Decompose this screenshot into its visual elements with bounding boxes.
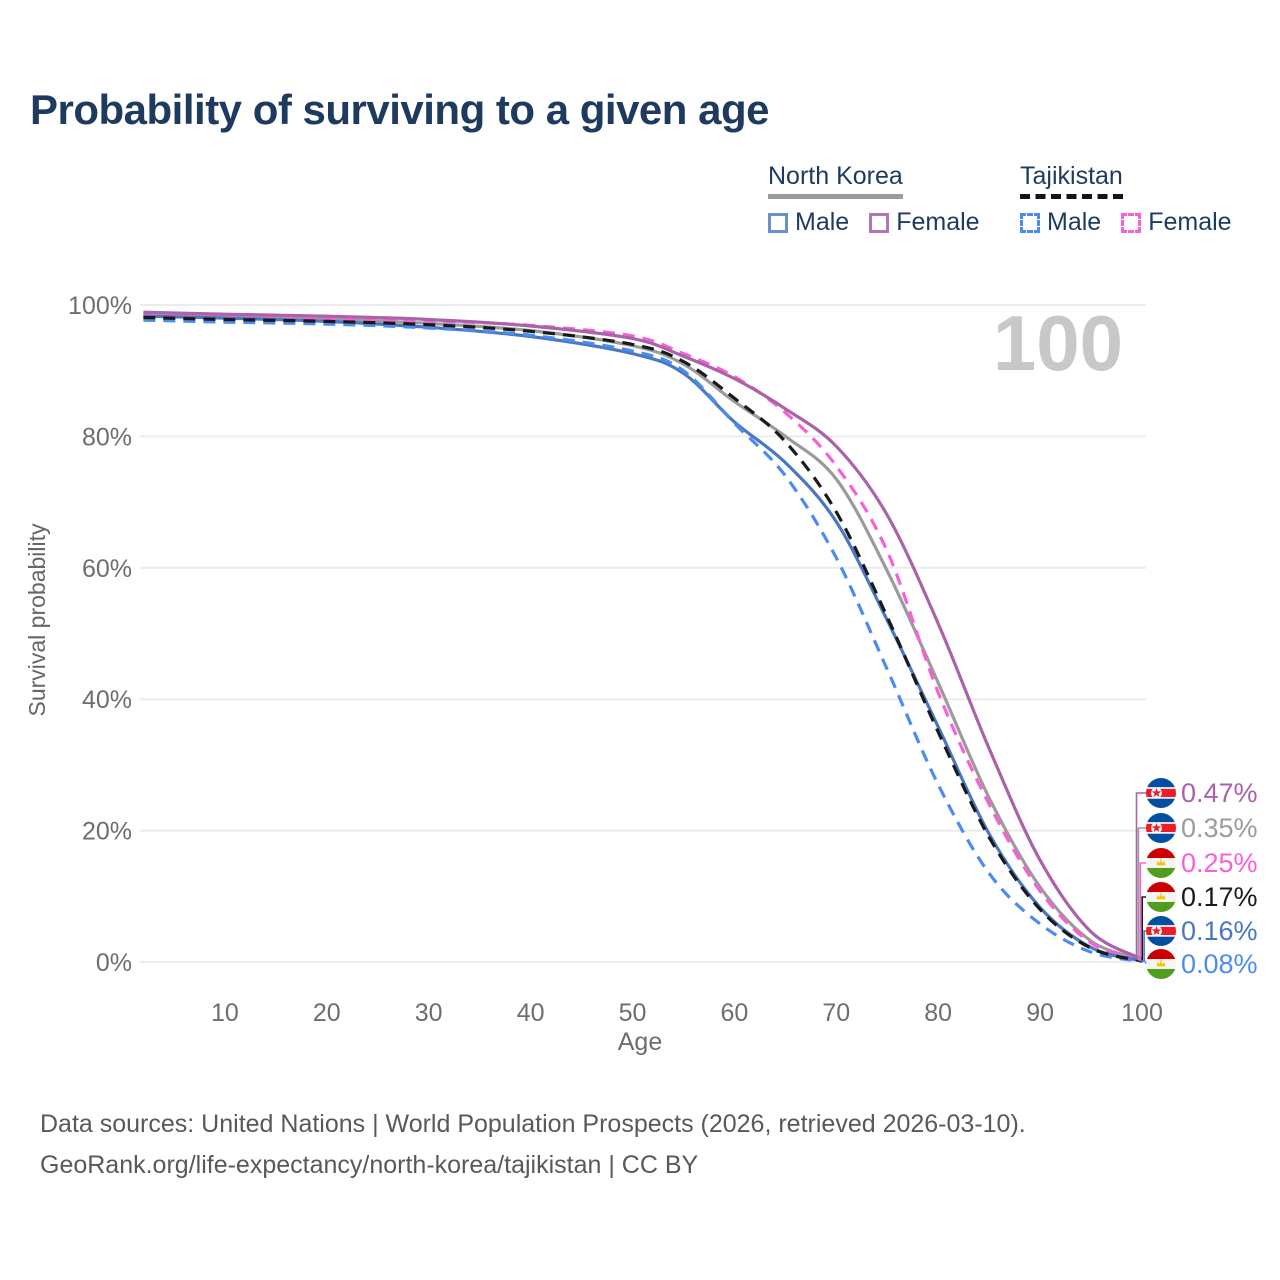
tj-female-swatch-icon — [1121, 212, 1142, 233]
legend-item-nk-female[interactable]: Female — [869, 208, 980, 237]
legend-item-tj-male[interactable]: Male — [1020, 208, 1101, 237]
legend-items-north-korea: Male Female — [768, 208, 980, 237]
series-line-tajikistan-female — [143, 313, 1143, 962]
north-korea-flag-icon — [1146, 813, 1176, 843]
tj-male-swatch-icon — [1020, 212, 1040, 233]
series-line-north-korea-female — [143, 310, 1143, 961]
x-tick-label: 80 — [924, 999, 952, 1027]
series-line-north-korea-male — [143, 314, 1143, 963]
x-tick-label: 100 — [1121, 999, 1163, 1027]
x-axis-title: Age — [618, 1028, 662, 1056]
nk-male-swatch-icon — [768, 212, 788, 233]
end-value-label-north-korea-both-sexes: 0.35% — [1181, 813, 1258, 843]
x-tick-label: 70 — [822, 999, 850, 1027]
y-tick-label: 20% — [82, 818, 132, 846]
y-tick-label: 100% — [68, 292, 132, 320]
y-tick-label: 0% — [96, 949, 132, 977]
legend-items-tajikistan: Male Female — [1020, 208, 1232, 237]
legend-group-tajikistan: Tajikistan Male Female — [1020, 162, 1232, 237]
legend-heading-north-korea[interactable]: North Korea — [768, 162, 903, 199]
attribution-text: GeoRank.org/life-expectancy/north-korea/… — [40, 1151, 699, 1179]
legend-item-tj-female[interactable]: Female — [1121, 208, 1232, 237]
nk-female-swatch-icon — [869, 212, 890, 233]
tajikistan-flag-icon — [1146, 882, 1176, 912]
end-label-connector — [1142, 960, 1147, 964]
legend-item-nk-male[interactable]: Male — [768, 208, 849, 237]
legend-label: Male — [1047, 208, 1102, 236]
north-korea-flag-icon — [1146, 778, 1176, 808]
tajikistan-flag-icon — [1146, 848, 1176, 878]
series-line-north-korea-both-sexes — [143, 312, 1143, 962]
chart-footer: Data sources: United Nations | World Pop… — [40, 1104, 1026, 1186]
legend-label: Male — [795, 208, 850, 236]
x-tick-label: 50 — [619, 999, 647, 1027]
y-tick-label: 40% — [82, 686, 132, 714]
north-korea-flag-icon — [1146, 916, 1176, 946]
legend-group-north-korea: North Korea Male Female — [768, 162, 980, 237]
x-tick-label: 40 — [517, 999, 545, 1027]
x-tick-label: 10 — [211, 999, 239, 1027]
legend-label: Female — [1148, 208, 1232, 236]
end-value-label-tajikistan-female: 0.25% — [1181, 848, 1258, 878]
legend-label: Female — [896, 208, 980, 236]
end-value-label-tajikistan-both-sexes: 0.17% — [1181, 882, 1258, 912]
y-axis-title: Survival probability — [24, 523, 50, 717]
y-tick-label: 80% — [82, 423, 132, 451]
legend-heading-tajikistan[interactable]: Tajikistan — [1020, 162, 1123, 199]
y-tick-label: 60% — [82, 555, 132, 583]
end-value-label-north-korea-male: 0.16% — [1181, 916, 1258, 946]
end-value-label-north-korea-female: 0.47% — [1181, 778, 1258, 808]
age-watermark: 100 — [993, 299, 1123, 387]
x-tick-label: 20 — [313, 999, 341, 1027]
x-tick-label: 60 — [720, 999, 748, 1027]
end-value-label-tajikistan-male: 0.08% — [1181, 949, 1258, 979]
x-tick-label: 30 — [415, 999, 443, 1027]
x-tick-label: 90 — [1026, 999, 1054, 1027]
end-label-connector — [1139, 862, 1146, 962]
tajikistan-flag-icon — [1146, 949, 1176, 979]
page-title: Probability of surviving to a given age — [30, 86, 769, 133]
data-sources-text: Data sources: United Nations | World Pop… — [40, 1110, 1026, 1138]
series-line-tajikistan-male — [143, 318, 1143, 964]
series-line-tajikistan-both-sexes — [143, 315, 1143, 963]
